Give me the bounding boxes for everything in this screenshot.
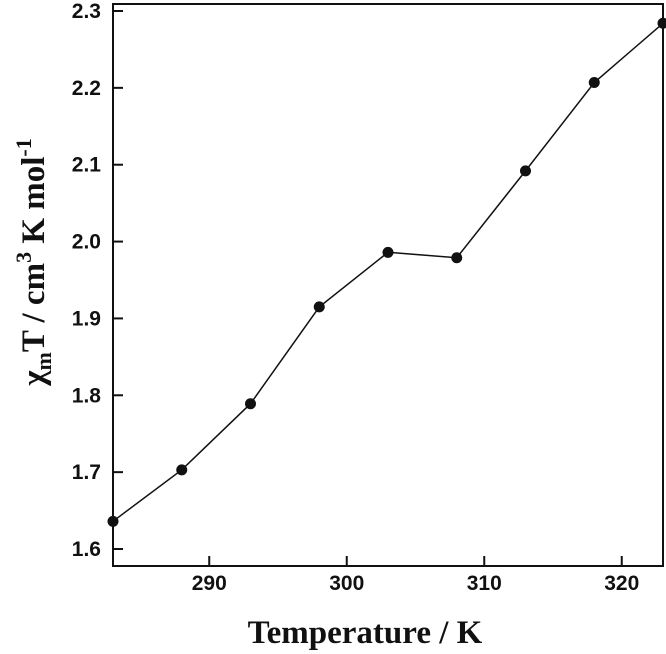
data-point bbox=[657, 17, 666, 29]
data-point bbox=[245, 398, 256, 410]
data-point bbox=[451, 252, 463, 264]
data-point bbox=[588, 76, 600, 88]
y-tick-label: 1.9 bbox=[72, 307, 101, 330]
data-point bbox=[520, 165, 531, 177]
x-tick-label: 290 bbox=[192, 572, 227, 595]
y-axis-title-end: K mol bbox=[16, 157, 52, 252]
y-tick-label: 1.7 bbox=[72, 461, 101, 484]
data-point bbox=[176, 464, 188, 476]
y-axis-title-sup: -1 bbox=[11, 138, 36, 156]
y-tick-label: 2.3 bbox=[72, 0, 101, 23]
series-line bbox=[112, 22, 664, 522]
y-tick-label: 2.1 bbox=[72, 154, 102, 177]
data-point bbox=[382, 246, 394, 258]
x-tick-label: 300 bbox=[329, 572, 364, 595]
x-tick-label: 320 bbox=[604, 572, 639, 595]
y-tick-label: 1.6 bbox=[72, 538, 101, 561]
data-point bbox=[313, 301, 325, 313]
y-tick-label: 2.0 bbox=[72, 231, 101, 254]
plot-frame bbox=[112, 3, 664, 567]
y-axis-title-mid: T / cm bbox=[16, 263, 52, 352]
x-tick-label: 310 bbox=[467, 572, 502, 595]
y-axis-title-chi: χ bbox=[16, 370, 52, 387]
data-point bbox=[107, 515, 119, 527]
y-axis-title-sup3: 3 bbox=[11, 252, 36, 263]
y-tick-label: 1.8 bbox=[72, 384, 102, 407]
y-tick-label: 2.2 bbox=[72, 77, 101, 100]
y-axis-title-sub: m bbox=[31, 352, 56, 370]
y-axis-title: χmT / cm3 K mol-1 bbox=[11, 138, 56, 386]
x-axis-title: Temperature / K bbox=[248, 615, 483, 651]
